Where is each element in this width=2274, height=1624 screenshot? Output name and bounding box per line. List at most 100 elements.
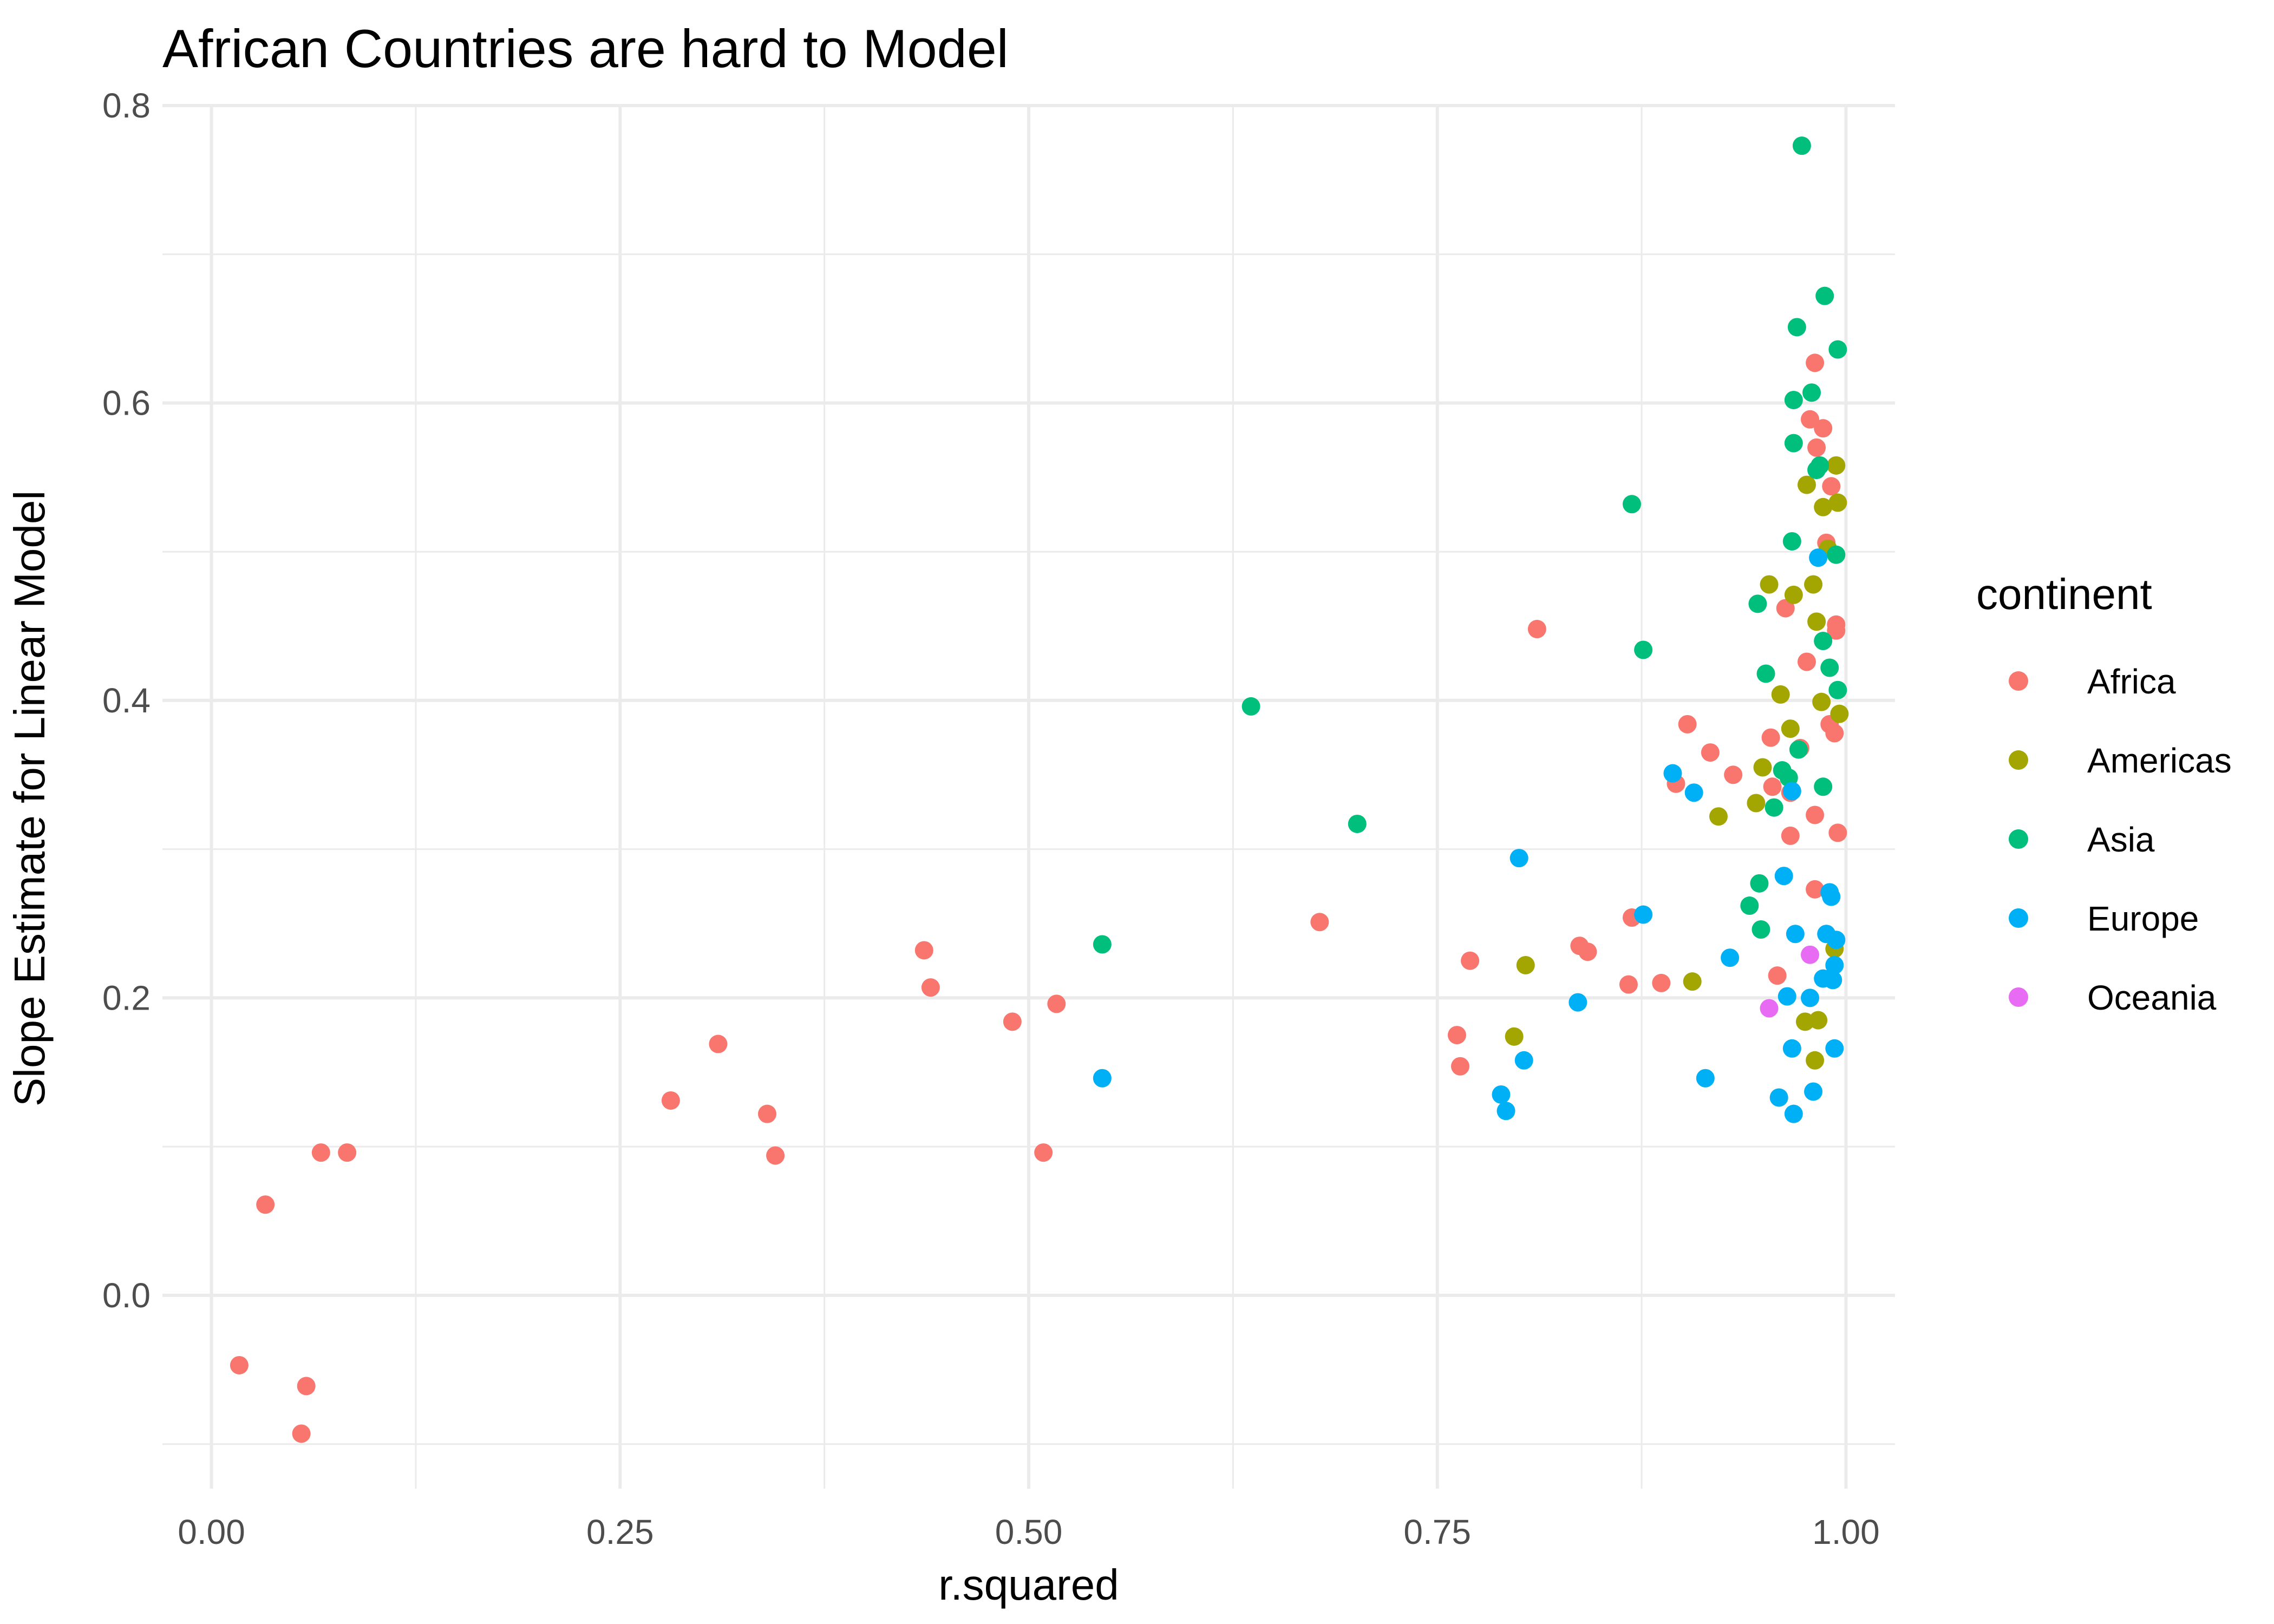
data-point: [1784, 585, 1803, 604]
chart-title: African Countries are hard to Model: [162, 18, 1009, 78]
data-point: [1814, 777, 1833, 796]
data-point: [1619, 975, 1638, 994]
x-axis-title: r.squared: [938, 1561, 1119, 1609]
legend-label: Asia: [2087, 820, 2155, 859]
data-point: [1663, 764, 1682, 783]
data-point: [1825, 955, 1844, 974]
data-point: [1827, 931, 1846, 949]
legend-item-africa: Africa: [2009, 662, 2176, 701]
data-point: [1774, 867, 1793, 886]
legend-title: continent: [1976, 570, 2152, 618]
data-point: [1447, 1026, 1466, 1045]
data-point: [1310, 913, 1329, 932]
data-point: [1683, 972, 1702, 991]
data-point: [1709, 807, 1728, 826]
data-point: [914, 941, 933, 960]
y-tick-label: 0.4: [102, 681, 151, 720]
data-point: [1769, 1088, 1788, 1107]
series-europe: [1093, 548, 1846, 1123]
data-point: [1801, 410, 1820, 429]
data-point: [1827, 545, 1846, 564]
data-point: [230, 1355, 249, 1374]
data-point: [1801, 988, 1820, 1007]
series-africa: [230, 353, 1847, 1443]
data-point: [1809, 548, 1828, 567]
y-tick-label: 0.6: [102, 383, 151, 422]
legend-key: [2009, 750, 2028, 770]
data-point: [1804, 575, 1823, 594]
data-point: [1760, 999, 1779, 1018]
data-point: [338, 1143, 357, 1162]
data-point: [1768, 966, 1787, 985]
data-point: [1696, 1069, 1715, 1088]
data-point: [1827, 621, 1846, 640]
data-point: [1510, 849, 1528, 868]
data-point: [1806, 880, 1825, 899]
data-point: [1750, 874, 1769, 893]
data-point: [1822, 477, 1841, 496]
data-point: [1348, 814, 1367, 833]
data-point: [1802, 383, 1821, 402]
data-point: [1776, 599, 1795, 618]
data-point: [1505, 1027, 1524, 1046]
data-point: [1822, 887, 1841, 906]
data-point: [1514, 1051, 1533, 1070]
data-point: [1724, 765, 1743, 784]
data-point: [921, 978, 940, 997]
data-point: [709, 1034, 728, 1053]
data-point: [1753, 758, 1772, 777]
y-tick-label: 0.2: [102, 978, 151, 1017]
data-point: [1784, 1104, 1803, 1123]
data-point: [292, 1424, 311, 1443]
y-axis-title: Slope Estimate for Linear Model: [5, 490, 54, 1106]
data-point: [757, 1104, 776, 1123]
y-tick-label: 0.8: [102, 86, 151, 125]
data-point: [1784, 390, 1803, 409]
legend: continent Africa Americas Asia Europe Oceani…: [1976, 570, 2232, 1017]
data-point: [1801, 945, 1820, 964]
data-point: [1497, 1102, 1515, 1121]
data-point: [1824, 971, 1842, 990]
data-point: [1781, 719, 1800, 738]
data-point: [1812, 692, 1831, 711]
data-point: [1830, 704, 1849, 723]
x-tick-label: 0.00: [178, 1512, 245, 1551]
data-point: [1784, 434, 1803, 453]
series-oceania: [1760, 945, 1820, 1018]
data-point: [1828, 680, 1847, 699]
data-point: [1828, 823, 1847, 842]
x-tick-label: 0.75: [1403, 1512, 1471, 1551]
data-point: [1748, 594, 1767, 613]
data-point: [1814, 419, 1833, 438]
grid: [162, 104, 1895, 1489]
data-point: [1516, 955, 1535, 974]
x-tick-label: 0.50: [995, 1512, 1063, 1551]
data-point: [1034, 1143, 1053, 1162]
y-axis-ticks: 0.0 0.2 0.4 0.6 0.8: [102, 86, 151, 1315]
data-point: [1003, 1012, 1022, 1031]
data-point: [1578, 942, 1597, 961]
data-point: [1678, 715, 1697, 734]
legend-key: [2009, 829, 2028, 849]
data-point: [1806, 806, 1825, 824]
data-point: [1492, 1085, 1511, 1104]
data-point: [1721, 948, 1740, 967]
data-point: [1782, 1039, 1801, 1058]
legend-item-asia: Asia: [2009, 820, 2155, 859]
data-point: [1450, 1057, 1469, 1076]
data-point: [1807, 438, 1826, 457]
legend-item-oceania: Oceania: [2009, 978, 2217, 1017]
data-point: [1756, 664, 1775, 683]
x-axis-ticks: 0.00 0.25 0.50 0.75 1.00: [178, 1512, 1879, 1551]
legend-entries: Africa Americas Asia Europe Oceania: [2009, 662, 2232, 1017]
legend-label: Europe: [2087, 899, 2199, 938]
data-point: [1527, 620, 1546, 639]
data-point: [1792, 136, 1811, 155]
data-point: [1787, 318, 1806, 337]
data-point: [1806, 353, 1825, 372]
data-point: [1241, 697, 1260, 716]
data-point: [1814, 632, 1833, 651]
data-point: [1828, 340, 1847, 359]
legend-label: Oceania: [2087, 978, 2217, 1017]
